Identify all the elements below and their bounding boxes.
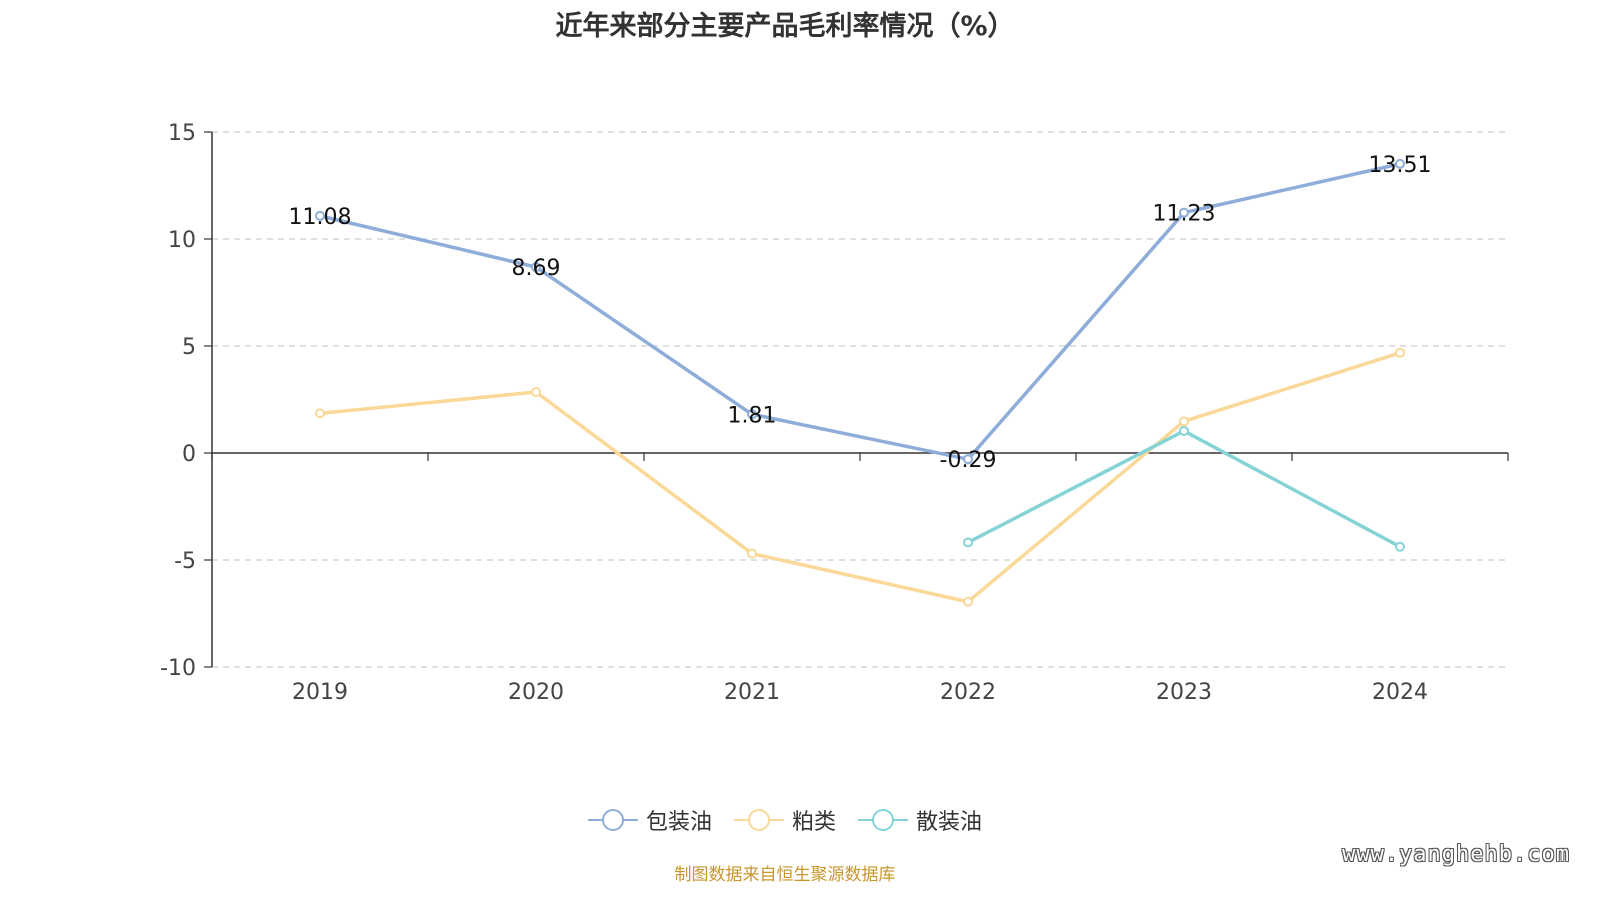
- y-tick-label: 0: [182, 442, 196, 467]
- data-point: [315, 408, 325, 419]
- data-label: 11.23: [1153, 202, 1216, 227]
- x-tick-label: 2020: [508, 680, 564, 705]
- x-tick-label: 2024: [1372, 680, 1428, 705]
- data-point: [1395, 541, 1405, 552]
- data-point: [531, 262, 541, 273]
- y-tick-label: 5: [182, 335, 196, 360]
- data-point: [747, 548, 757, 559]
- data-label: 8.69: [512, 256, 561, 281]
- y-tick-label: -5: [174, 549, 196, 574]
- legend-label: 粕类: [791, 810, 836, 835]
- data-point: [1179, 416, 1189, 427]
- y-tick-label: 10: [168, 228, 196, 253]
- legend-label: 散装油: [916, 810, 983, 835]
- series-line-2: [967, 429, 1401, 549]
- legend-item-sanzhuangyou[interactable]: 散装油: [858, 804, 982, 836]
- legend: 包装油 粕类 散装油: [0, 804, 1570, 836]
- source-note: 制图数据来自恒生聚源数据库: [674, 865, 896, 885]
- data-point: [963, 596, 973, 607]
- data-label: 13.51: [1369, 153, 1432, 178]
- data-point: [1179, 425, 1189, 436]
- x-tick-label: 2019: [292, 680, 348, 705]
- legend-label: 包装油: [645, 810, 712, 835]
- x-tick-label: 2021: [724, 680, 780, 705]
- legend-item-baozhuangyou[interactable]: 包装油: [587, 804, 712, 836]
- chart-title: 近年来部分主要产品毛利率情况（%）: [555, 11, 1015, 42]
- data-point: [1395, 347, 1405, 358]
- legend-marker-icon: [587, 809, 638, 831]
- data-label: -0.29: [940, 448, 997, 473]
- series-line-0: [319, 162, 1401, 461]
- data-point: [747, 409, 757, 420]
- legend-item-polei[interactable]: 粕类: [733, 804, 836, 836]
- data-label: 11.08: [289, 205, 352, 230]
- legend-marker-icon: [733, 809, 784, 831]
- watermark: www.yanghehb.com: [1342, 842, 1570, 867]
- data-point: [963, 537, 973, 548]
- data-point: [315, 210, 325, 221]
- y-tick-label: -10: [160, 656, 196, 681]
- data-point: [1395, 158, 1405, 169]
- data-label: 1.81: [728, 403, 777, 428]
- y-tick-label: 15: [168, 121, 196, 146]
- data-point: [1179, 207, 1189, 218]
- x-tick-label: 2022: [940, 680, 996, 705]
- legend-marker-icon: [858, 809, 908, 831]
- data-point: [963, 454, 973, 465]
- series-line-1: [319, 351, 1401, 604]
- data-point: [531, 387, 541, 398]
- x-tick-label: 2023: [1156, 680, 1212, 705]
